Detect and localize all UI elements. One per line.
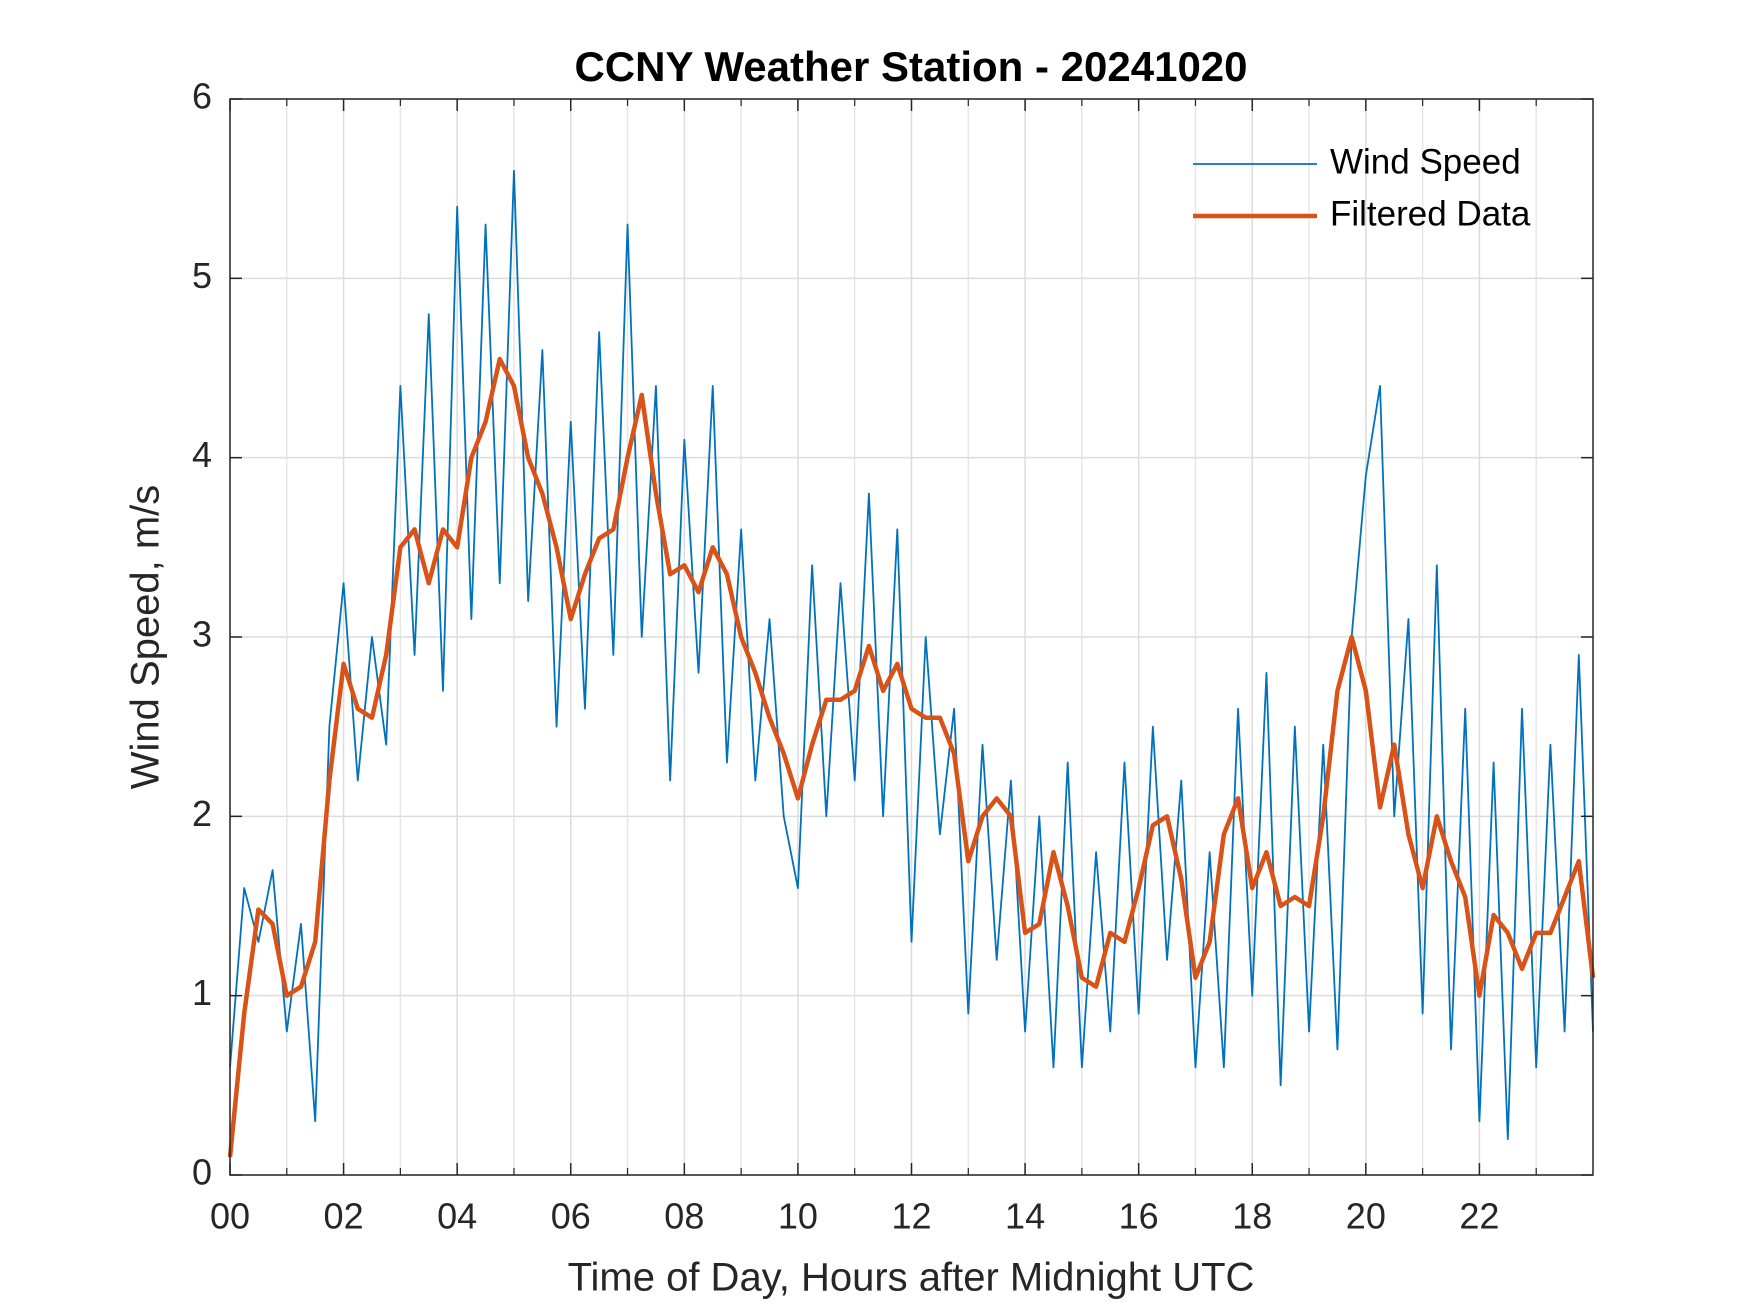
legend-label: Filtered Data — [1330, 194, 1531, 233]
y-tick-label: 3 — [192, 614, 212, 655]
y-tick-label: 6 — [192, 76, 212, 117]
y-tick-label: 0 — [192, 1152, 212, 1193]
data-line — [227, 356, 1596, 1158]
x-tick-label: 20 — [1346, 1196, 1386, 1237]
y-tick-label: 4 — [192, 434, 212, 475]
y-tick-label: 1 — [192, 972, 212, 1013]
x-tick-label: 22 — [1459, 1196, 1499, 1237]
y-axis-label: Wind Speed, m/s — [124, 485, 168, 790]
x-tick-label: 16 — [1119, 1196, 1159, 1237]
x-tick-label: 18 — [1232, 1196, 1272, 1237]
y-tick-label: 2 — [192, 793, 212, 834]
x-tick-label: 14 — [1005, 1196, 1045, 1237]
x-tick-label: 06 — [551, 1196, 591, 1237]
x-axis-label: Time of Day, Hours after Midnight UTC — [568, 1256, 1255, 1300]
x-tick-label: 12 — [891, 1196, 931, 1237]
y-tick-label: 5 — [192, 255, 212, 296]
legend-label: Wind Speed — [1330, 142, 1521, 181]
data-line — [229, 169, 1594, 1141]
x-tick-label: 08 — [664, 1196, 704, 1237]
x-tick-label: 00 — [210, 1196, 250, 1237]
x-tick-label: 04 — [437, 1196, 477, 1237]
x-tick-label: 10 — [778, 1196, 818, 1237]
chart-title: CCNY Weather Station - 20241020 — [574, 43, 1247, 90]
x-tick-label: 02 — [324, 1196, 364, 1237]
